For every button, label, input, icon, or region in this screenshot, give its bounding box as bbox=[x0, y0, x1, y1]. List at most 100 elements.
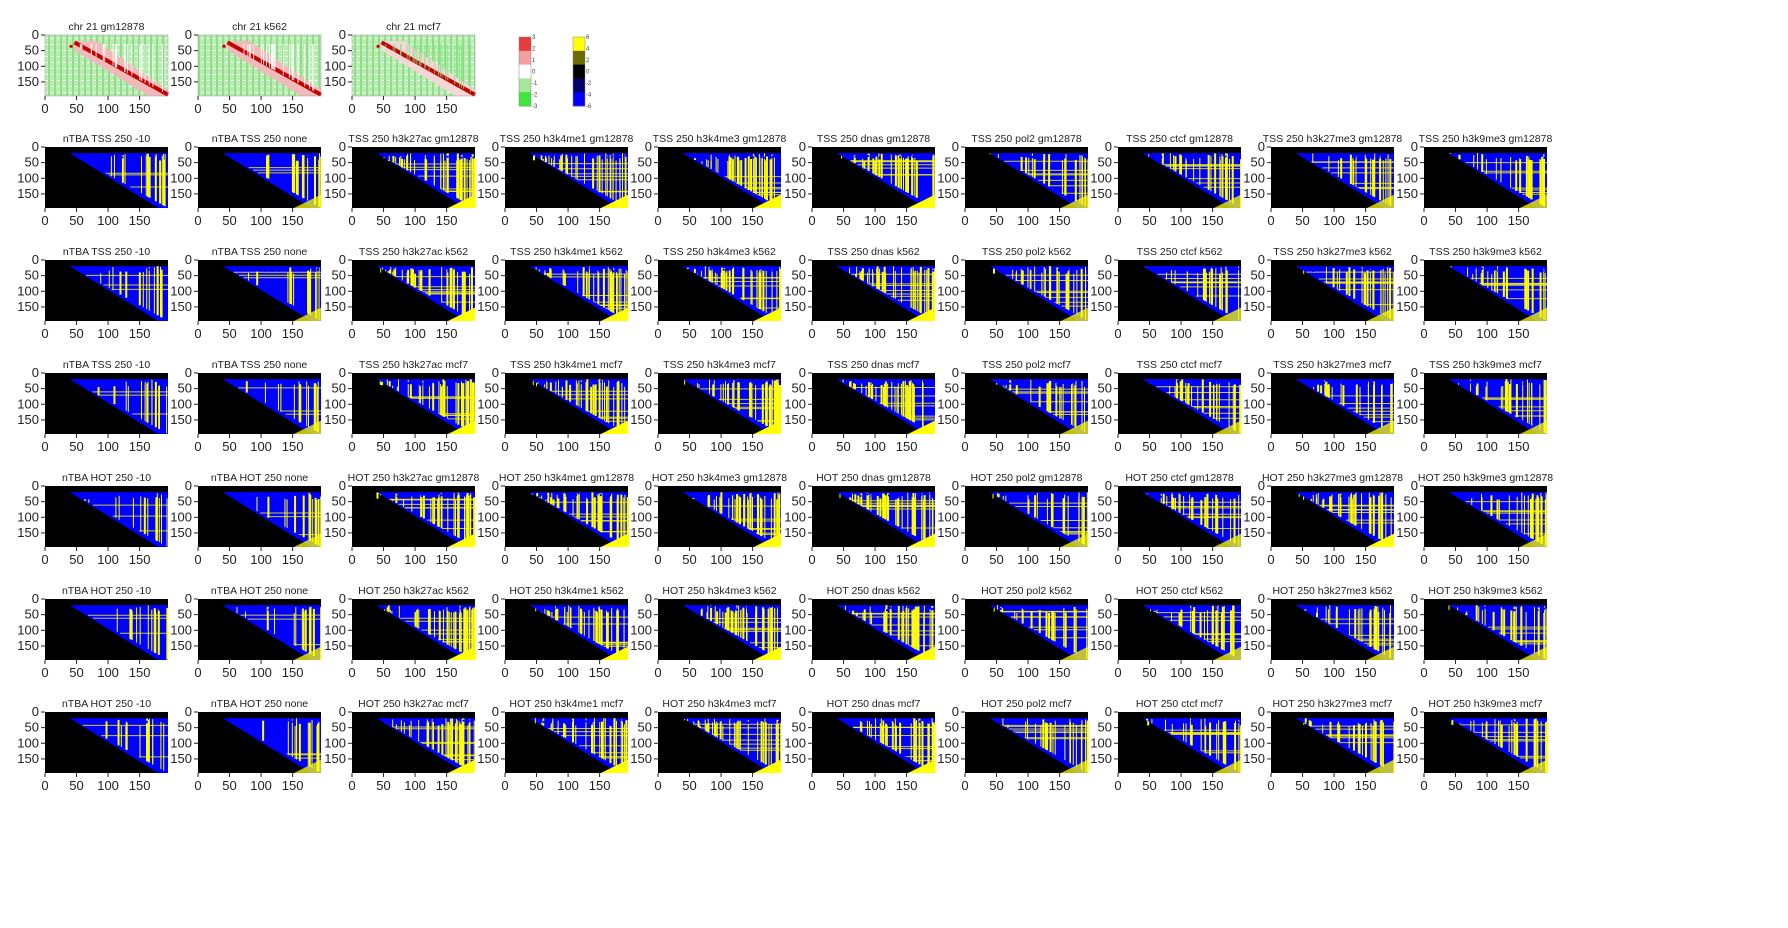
ytick-label: 50 bbox=[1404, 494, 1418, 509]
heatmap-speck bbox=[747, 606, 750, 609]
xtick-label: 100 bbox=[250, 213, 272, 228]
heatmap-speck bbox=[128, 380, 131, 383]
xtick-label: 150 bbox=[1049, 552, 1071, 567]
heatmap-speck bbox=[763, 156, 766, 159]
heatmap-speck bbox=[699, 719, 702, 722]
ytick-label: 150 bbox=[784, 412, 806, 427]
heatmap-speck bbox=[1483, 721, 1486, 724]
xtick-label: 0 bbox=[961, 439, 968, 454]
xtick-label: 50 bbox=[989, 552, 1003, 567]
heatmap-speck bbox=[889, 606, 892, 609]
panel-title: nTBA HOT 250 -10 bbox=[62, 585, 151, 597]
xtick-label: 50 bbox=[69, 101, 83, 116]
heatmap-speck bbox=[1524, 156, 1527, 159]
heatmap-speck bbox=[585, 495, 588, 498]
panel-title: TSS 250 ctcf gm12878 bbox=[1126, 133, 1233, 145]
heatmap-speck bbox=[1028, 266, 1031, 269]
ytick-label: 150 bbox=[1396, 299, 1418, 314]
xtick-label: 150 bbox=[896, 552, 918, 567]
heatmap-speck bbox=[584, 720, 587, 723]
xtick-label: 150 bbox=[896, 778, 918, 793]
xtick-label: 50 bbox=[529, 778, 543, 793]
heatmap-speck bbox=[263, 492, 266, 495]
colorbar-segment bbox=[573, 92, 585, 107]
heatmap-speck bbox=[575, 493, 578, 496]
heatmap-speck bbox=[1070, 495, 1073, 498]
heatmap-diagonal-region bbox=[1519, 194, 1547, 208]
xtick-label: 0 bbox=[1114, 326, 1121, 341]
heatmap-triangle bbox=[1448, 492, 1547, 547]
heatmap-speck bbox=[771, 269, 774, 272]
heatmap-diagonal-region bbox=[1213, 307, 1241, 321]
heatmap-speck bbox=[697, 266, 700, 269]
ytick-label: 150 bbox=[477, 751, 499, 766]
heatmap-speck bbox=[542, 383, 545, 386]
heatmap-speck bbox=[443, 153, 446, 156]
heatmap-speck bbox=[1344, 382, 1347, 385]
heatmap-speck bbox=[1516, 266, 1519, 269]
heatmap-speck bbox=[1201, 494, 1204, 497]
heatmap-speck bbox=[1543, 156, 1546, 159]
ytick-label: 100 bbox=[324, 622, 346, 637]
heatmap-speck bbox=[923, 719, 926, 722]
ytick-label: 50 bbox=[792, 607, 806, 622]
xtick-label: 150 bbox=[1049, 326, 1071, 341]
xtick-label: 150 bbox=[742, 213, 764, 228]
heatmap-speck bbox=[306, 156, 309, 159]
panel-title: TSS 250 pol2 gm12878 bbox=[971, 133, 1081, 145]
xtick-label: 150 bbox=[1508, 778, 1530, 793]
heatmap-speck bbox=[421, 268, 424, 271]
panel-title: TSS 250 h3k4me1 mcf7 bbox=[510, 359, 623, 371]
panel-title: HOT 250 h3k27ac gm12878 bbox=[348, 472, 480, 484]
xtick-label: 50 bbox=[1295, 552, 1309, 567]
heatmap-speck bbox=[540, 379, 543, 382]
ytick-label: 50 bbox=[332, 43, 346, 58]
heatmap-speck bbox=[254, 155, 257, 158]
xtick-label: 0 bbox=[41, 101, 48, 116]
heatmap-speck bbox=[390, 606, 393, 609]
colorbar-segment bbox=[519, 37, 531, 52]
panel-title: HOT 250 h3k4me1 k562 bbox=[509, 585, 623, 597]
heatmap-speck bbox=[1389, 156, 1392, 159]
heatmap-speck bbox=[403, 155, 406, 158]
xtick-label: 150 bbox=[589, 326, 611, 341]
heatmap-speck bbox=[1488, 380, 1491, 383]
heatmap-diagonal-region bbox=[1519, 646, 1547, 660]
ytick-label: 50 bbox=[332, 268, 346, 283]
ytick-label: 50 bbox=[1251, 607, 1265, 622]
heatmap-speck bbox=[1172, 153, 1175, 156]
xtick-label: 0 bbox=[348, 778, 355, 793]
heatmap-speck bbox=[888, 494, 891, 497]
panel-title: TSS 250 pol2 k562 bbox=[982, 246, 1071, 258]
ytick-label: 50 bbox=[25, 720, 39, 735]
heatmap-speck bbox=[148, 268, 151, 271]
heatmap-speck bbox=[1336, 718, 1339, 721]
heatmap-speck bbox=[1017, 266, 1020, 269]
heatmap-speck bbox=[1323, 266, 1326, 269]
xtick-label: 100 bbox=[97, 778, 119, 793]
heatmap-diagonal-region bbox=[1213, 759, 1241, 773]
heatmap-speck bbox=[1228, 380, 1231, 383]
panel-title: HOT 250 h3k4me1 mcf7 bbox=[509, 698, 623, 710]
ytick-label: 50 bbox=[1098, 720, 1112, 735]
ytick-label: 50 bbox=[25, 607, 39, 622]
heatmap-speck bbox=[878, 156, 881, 159]
heatmap-speck bbox=[1484, 155, 1487, 158]
heatmap-speck bbox=[1312, 493, 1315, 496]
heatmap-speck bbox=[460, 153, 463, 156]
heatmap-speck bbox=[1196, 493, 1199, 496]
ytick-label: 50 bbox=[792, 155, 806, 170]
heatmap-speck bbox=[1476, 720, 1479, 723]
ytick-label: 0 bbox=[32, 365, 39, 380]
heatmap-speck bbox=[446, 155, 449, 158]
heatmap-speck bbox=[1051, 607, 1054, 610]
xtick-label: 50 bbox=[69, 778, 83, 793]
heatmap-speck bbox=[434, 721, 437, 724]
heatmap-diagonal-region bbox=[1060, 759, 1088, 773]
heatmap-speck bbox=[270, 605, 273, 608]
heatmap-triangle bbox=[836, 153, 935, 208]
xtick-label: 150 bbox=[282, 326, 304, 341]
